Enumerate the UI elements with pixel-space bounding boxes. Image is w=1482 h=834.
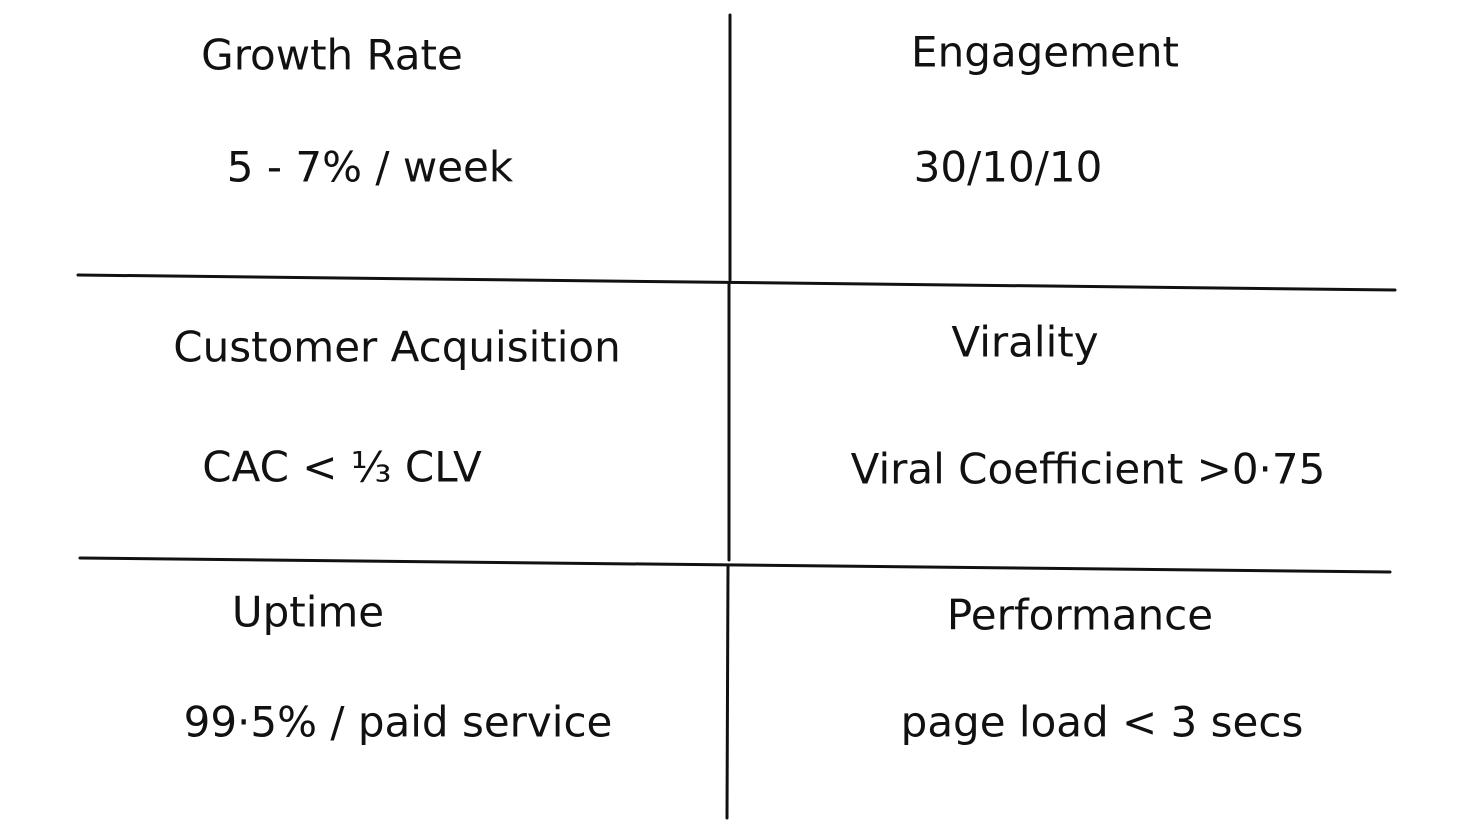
cell-text: 99·5% / paid service [184,698,613,747]
cell-title: Growth Rate [201,31,463,80]
cell-text: 5 - 7% / week [227,143,514,192]
cell-text: CAC < ⅓ CLV [202,443,482,492]
divider-horizontal [76,273,1397,292]
cell-title: Virality [951,318,1098,367]
cell-title: Engagement [911,28,1179,77]
cell-title: Uptime [232,588,384,637]
divider-vertical [725,564,730,820]
cell-title: Performance [947,591,1213,640]
divider-horizontal [78,556,1392,574]
cell-text: Viral Coefficient >0·75 [851,445,1326,494]
cell-text: page load < 3 secs [901,698,1304,747]
cell-title: Customer Acquisition [173,323,620,372]
cell-text: 30/10/10 [914,143,1103,192]
